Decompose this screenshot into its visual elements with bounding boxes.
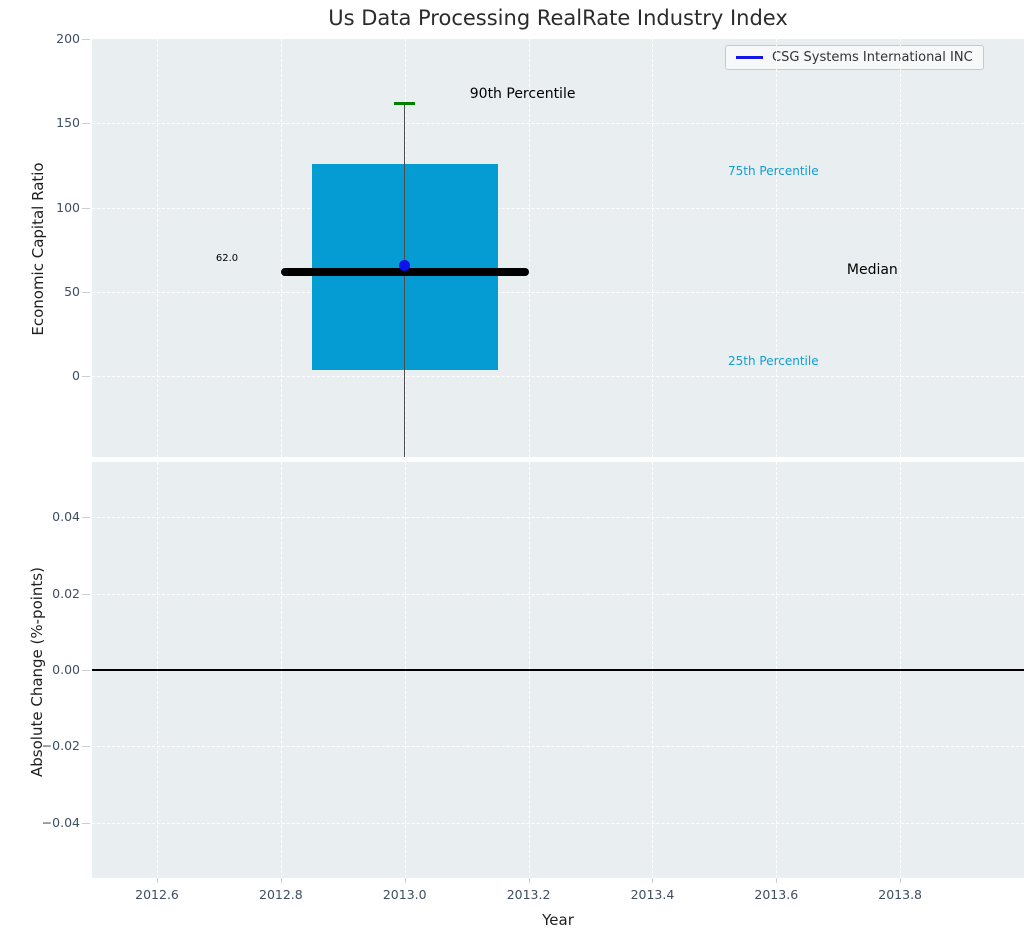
- y-tickmark-100-top: [82, 207, 90, 209]
- y-tick-label-0-top: 0: [72, 368, 80, 384]
- x-tick-label-2013.2: 2013.2: [506, 887, 551, 902]
- legend[interactable]: CSG Systems International INC: [725, 45, 984, 70]
- legend-label: CSG Systems International INC: [772, 50, 973, 65]
- y-tick-label-−0.04-bottom: −0.04: [41, 814, 80, 830]
- gridline-y-0-top: [92, 376, 1024, 378]
- y-tick-label-100-top: 100: [56, 199, 80, 215]
- y-tickmark-150-top: [82, 123, 90, 125]
- gridline-y-100-top: [92, 207, 1024, 209]
- y-tick-label-50-top: 50: [64, 283, 80, 299]
- y-tickmark-−0.04-bottom: [82, 822, 90, 824]
- annotation-75th-percentile: 75th Percentile: [727, 163, 819, 178]
- x-tick-label-2013.6: 2013.6: [754, 887, 799, 902]
- y-tick-label-0.04-bottom: 0.04: [52, 509, 80, 525]
- x-tickmark-2013.4: [652, 878, 654, 883]
- gridline-x-2013.8-panel1: [900, 39, 902, 457]
- annotation-25th-percentile: 25th Percentile: [727, 353, 819, 368]
- y-tickmark-0.04-bottom: [82, 517, 90, 519]
- top-plot-area: [92, 39, 1024, 457]
- annotation-90th-percentile: 90th Percentile: [469, 86, 576, 103]
- p90-cap-line: [394, 101, 416, 105]
- x-tick-label-2013.4: 2013.4: [630, 887, 675, 902]
- gridline-y-0.02-bottom: [92, 593, 1024, 595]
- y-tick-label-0.00-bottom: 0.00: [52, 662, 80, 677]
- gridline-y-50-top: [92, 291, 1024, 293]
- x-tickmark-2012.8: [280, 878, 282, 883]
- x-tickmark-2013.0: [404, 878, 406, 883]
- gridline-x-2013.4-panel1: [652, 39, 654, 457]
- y-tickmark-0.02-bottom: [82, 593, 90, 595]
- y-tick-label-0.02-bottom: 0.02: [52, 585, 80, 601]
- y-tick-label-150-top: 150: [56, 115, 80, 131]
- y-tickmark-0-top: [82, 376, 90, 378]
- company-marker: [399, 259, 411, 271]
- y-tickmark-0.00-bottom: [82, 670, 90, 671]
- annotation-median: Median: [846, 261, 898, 278]
- gridline-x-2013.2-panel1: [528, 39, 530, 457]
- gridline-x-2013.6-panel1: [776, 39, 778, 457]
- legend-line-sample: [736, 56, 763, 59]
- x-tick-label-2013.0: 2013.0: [382, 887, 427, 902]
- y-tickmark-200-top: [82, 39, 90, 40]
- x-tick-label-2012.6: 2012.6: [135, 887, 179, 902]
- x-tickmark-2013.6: [776, 878, 778, 883]
- gridline-y-150-top: [92, 123, 1024, 125]
- zero-change-line: [92, 669, 1024, 671]
- y-tickmark-−0.02-bottom: [82, 746, 90, 748]
- median-line: [280, 267, 529, 276]
- whisker-line: [403, 103, 406, 457]
- y-tickmark-50-top: [82, 291, 90, 293]
- y-tick-label-200-top: 200: [56, 31, 80, 46]
- x-tick-label-2012.8: 2012.8: [259, 887, 303, 902]
- x-tick-label-2013.8: 2013.8: [878, 887, 923, 902]
- gridline-x-2012.8-panel1: [280, 39, 282, 457]
- gridline-x-2012.6-panel1: [157, 39, 159, 457]
- gridline-y-−0.04-bottom: [92, 822, 1024, 824]
- x-tickmark-2013.8: [900, 878, 902, 883]
- top-y-axis-label: Economic Capital Ratio: [29, 162, 47, 336]
- y-tick-label-−0.02-bottom: −0.02: [41, 738, 80, 754]
- x-tickmark-2013.2: [528, 878, 530, 883]
- chart-title: Us Data Processing RealRate Industry Ind…: [328, 6, 788, 30]
- gridline-y-−0.02-bottom: [92, 746, 1024, 748]
- annotation-62-0: 62.0: [215, 252, 239, 264]
- x-tickmark-2012.6: [157, 878, 159, 883]
- x-axis-label: Year: [542, 911, 574, 929]
- gridline-y-0.04-bottom: [92, 517, 1024, 519]
